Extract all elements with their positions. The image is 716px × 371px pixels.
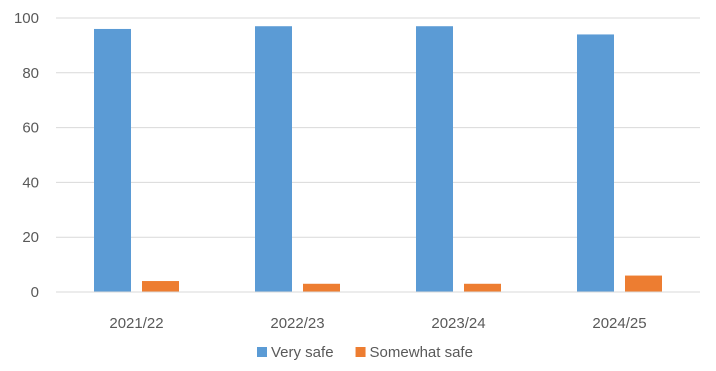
x-tick-label: 2024/25: [592, 315, 646, 332]
legend-label-somewhat-safe: Somewhat safe: [370, 344, 473, 361]
legend-label-very-safe: Very safe: [271, 344, 334, 361]
y-tick-label: 80: [22, 65, 39, 82]
bar-somewhat-safe: [464, 283, 501, 292]
bar-very-safe: [416, 26, 453, 292]
bar-very-safe: [94, 28, 131, 293]
legend-swatch-somewhat-safe: [355, 347, 366, 357]
y-tick-label: 0: [31, 284, 39, 301]
bar-somewhat-safe: [303, 283, 340, 292]
y-tick-label: 100: [14, 10, 39, 27]
y-tick-label: 60: [22, 120, 39, 137]
bar-somewhat-safe: [625, 275, 662, 292]
bar-very-safe: [255, 26, 292, 292]
bars: [94, 26, 662, 293]
x-axis-ticks: 2021/22 2022/23 2023/24 2024/25: [109, 315, 646, 332]
legend-swatch-very-safe: [257, 347, 267, 357]
legend: Very safe Somewhat safe: [257, 344, 473, 361]
bar-somewhat-safe: [142, 281, 179, 292]
y-tick-label: 40: [22, 174, 39, 191]
y-axis-ticks: 0 20 40 60 80 100: [14, 10, 39, 301]
y-tick-label: 20: [22, 229, 39, 246]
x-tick-label: 2023/24: [431, 315, 485, 332]
x-tick-label: 2022/23: [270, 315, 324, 332]
x-tick-label: 2021/22: [109, 315, 163, 332]
bar-very-safe: [577, 34, 614, 292]
